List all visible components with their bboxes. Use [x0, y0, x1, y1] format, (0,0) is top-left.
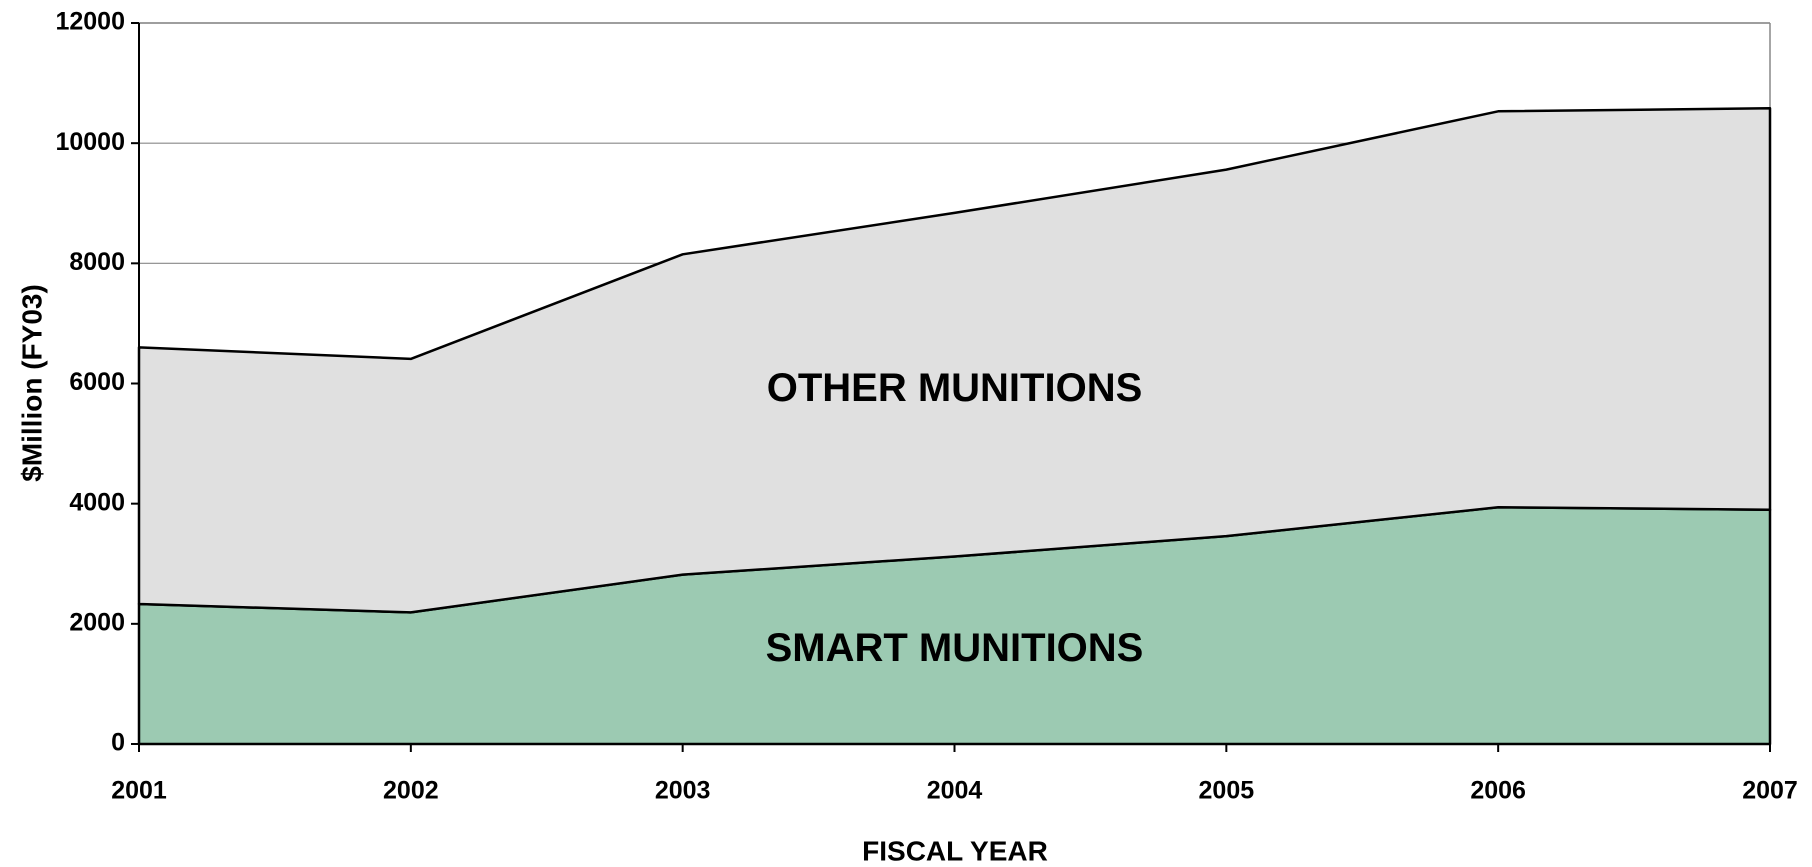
x-axis-title: FISCAL YEAR	[862, 835, 1048, 866]
area-label: SMART MUNITIONS	[766, 626, 1144, 670]
y-tick-label: 8000	[69, 248, 125, 276]
y-tick-label: 6000	[69, 368, 125, 396]
x-tick-label: 2001	[111, 777, 167, 805]
y-tick-label: 10000	[55, 128, 125, 156]
x-tick-label: 2002	[383, 777, 439, 805]
x-tick-label: 2006	[1470, 777, 1526, 805]
y-tick-label: 2000	[69, 608, 125, 636]
x-tick-label: 2004	[927, 777, 983, 805]
y-tick-label: 4000	[69, 488, 125, 516]
x-tick-label: 2007	[1742, 777, 1798, 805]
area	[137, 107, 1772, 614]
x-tick-label: 2003	[655, 777, 711, 805]
area-label: OTHER MUNITIONS	[767, 366, 1143, 410]
y-tick-label: 0	[111, 729, 125, 757]
x-tick-label: 2005	[1199, 777, 1255, 805]
y-tick-label: 12000	[55, 8, 125, 36]
y-axis-title: $Million (FY03)	[16, 284, 47, 482]
